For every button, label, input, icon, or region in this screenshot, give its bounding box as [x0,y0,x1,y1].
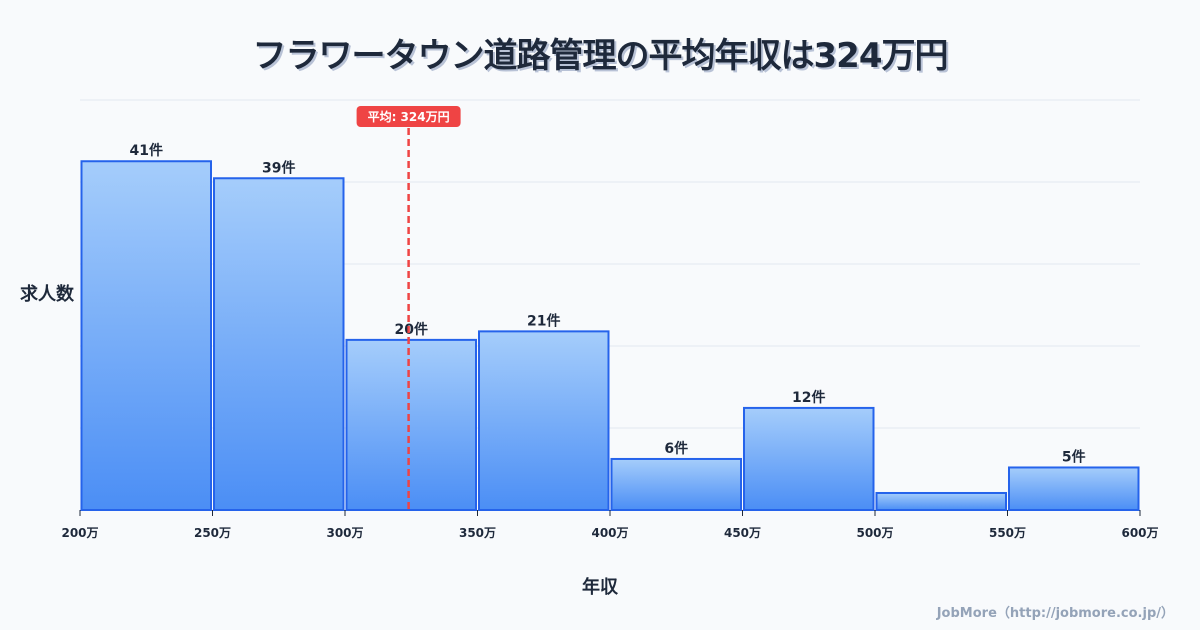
mean-label: 平均: 324万円 [368,109,450,124]
histogram-bar [1008,466,1140,511]
x-tick-label: 250万 [194,526,231,540]
x-tick-label: 400万 [591,526,628,540]
x-tick-label: 200万 [61,526,98,540]
bar-data-label: 21件 [527,312,560,329]
bar-data-label: 20件 [395,321,428,338]
x-tick-label: 350万 [459,526,496,540]
histogram-bar [213,177,345,511]
x-axis-label: 年収 [582,577,618,598]
credit-text: JobMore（http://jobmore.co.jp/） [936,606,1174,621]
bar-data-label: 41件 [130,142,163,159]
histogram-bar [610,457,742,511]
x-tick-label: 550万 [989,526,1026,540]
bar-data-label: 6件 [664,440,688,457]
mean-badge [356,106,461,127]
histogram-bar [743,406,875,512]
histogram-bar [345,338,477,511]
x-tick-label: 600万 [1121,526,1158,540]
x-tick-label: 500万 [856,526,893,540]
x-tick-label: 300万 [326,526,363,540]
y-axis-label: 求人数 [20,284,74,305]
bar-data-label: 39件 [262,159,295,176]
x-tick-label: 450万 [724,526,761,540]
bar-data-label: 12件 [792,389,825,406]
histogram-bar [875,491,1007,511]
histogram-bar [478,330,610,511]
histogram-bar [80,160,212,511]
chart-title: フラワータウン道路管理の平均年収は324万円 [252,36,949,76]
bar-data-label: 5件 [1062,448,1086,465]
